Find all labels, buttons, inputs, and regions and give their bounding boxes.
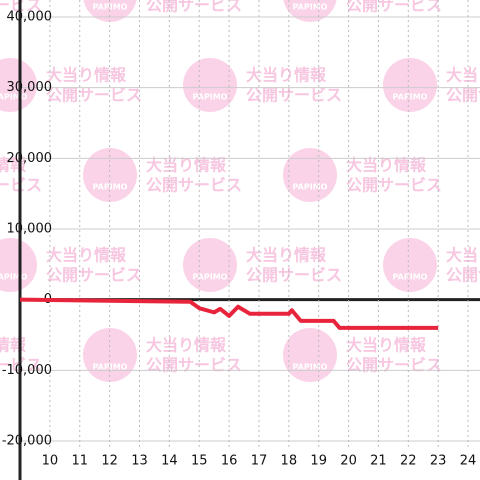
watermark-logo — [0, 238, 37, 292]
watermark-text: 大当り情報 — [346, 156, 427, 175]
watermark-text: 大当り情報 — [0, 336, 27, 355]
y-tick-label: 30,000 — [7, 80, 53, 95]
x-tick-label: 23 — [430, 454, 447, 469]
x-tick-label: 19 — [310, 454, 327, 469]
watermark-logo-text: PAPIMO — [393, 93, 428, 102]
watermark-text: 大当り情報 — [446, 246, 480, 265]
watermark-logo — [183, 238, 237, 292]
watermark-logo-text: PAPIMO — [0, 93, 28, 102]
watermark-logo — [383, 238, 437, 292]
watermark-logo — [283, 0, 337, 22]
watermark-text: 大当り情報 — [346, 336, 427, 355]
x-tick-label: 17 — [251, 454, 268, 469]
watermark-text: 大当り情報 — [446, 66, 480, 85]
watermark-text: 公開サービス — [346, 0, 442, 15]
watermark-logo — [283, 148, 337, 202]
watermark-text: 大当り情報 — [146, 156, 227, 175]
x-tick-label: 11 — [71, 454, 88, 469]
watermark-text: 公開サービス — [246, 266, 342, 285]
y-tick-label: 40,000 — [7, 10, 53, 25]
x-tick-label: 18 — [281, 454, 298, 469]
watermark-logo — [383, 58, 437, 112]
x-tick-label: 12 — [101, 454, 118, 469]
watermark-text: 公開サービス — [146, 0, 242, 15]
watermark-logo — [183, 58, 237, 112]
watermark-text: 公開サービス — [146, 356, 242, 375]
watermark-text: 公開サービス — [146, 176, 242, 195]
data-line — [19, 297, 439, 330]
watermark-text: 公開サービス — [46, 86, 142, 105]
watermark-text: 大当り情報 — [46, 66, 127, 85]
watermark-text: 大当り情報 — [146, 336, 227, 355]
watermark-logo-text: PAPIMO — [193, 93, 228, 102]
x-tick-label: 22 — [400, 454, 417, 469]
watermark-text: 大当り情報 — [246, 246, 327, 265]
x-tick-label: 15 — [191, 454, 208, 469]
watermark-logo — [0, 58, 37, 112]
watermark-logo-text: PAPIMO — [293, 363, 328, 372]
watermark-logo-text: PAPIMO — [293, 3, 328, 12]
watermark-logo-text: PAPIMO — [193, 273, 228, 282]
watermark-text: 公開サービス — [446, 86, 480, 105]
plot: -20,000-10,000010,00020,00030,00040,0001… — [2, 10, 477, 469]
watermark-text: 公開サービス — [346, 176, 442, 195]
watermark-text: 公開サービス — [346, 356, 442, 375]
watermark-text: 公開サービス — [446, 266, 480, 285]
watermark-logo-text: PAPIMO — [393, 273, 428, 282]
y-tick-label: 10,000 — [7, 222, 53, 237]
x-tick-label: 13 — [131, 454, 148, 469]
watermark-text: 公開サービス — [246, 86, 342, 105]
x-tick-label: 24 — [460, 454, 477, 469]
watermark-text: 公開サービス — [46, 266, 142, 285]
x-tick-label: 20 — [340, 454, 357, 469]
watermark-logo-text: PAPIMO — [293, 183, 328, 192]
watermark-text: 大当り情報 — [246, 66, 327, 85]
y-tick-label: -10,000 — [2, 363, 52, 378]
y-tick-label: -20,000 — [2, 434, 52, 449]
watermark-text: 大当り情報 — [46, 246, 127, 265]
watermark-logo — [283, 328, 337, 382]
x-tick-label: 16 — [221, 454, 238, 469]
x-tick-label: 21 — [370, 454, 387, 469]
x-tick-label: 10 — [42, 454, 59, 469]
watermark-logo-text: PAPIMO — [0, 273, 28, 282]
x-tick-label: 14 — [161, 454, 178, 469]
y-tick-label: 20,000 — [7, 151, 53, 166]
